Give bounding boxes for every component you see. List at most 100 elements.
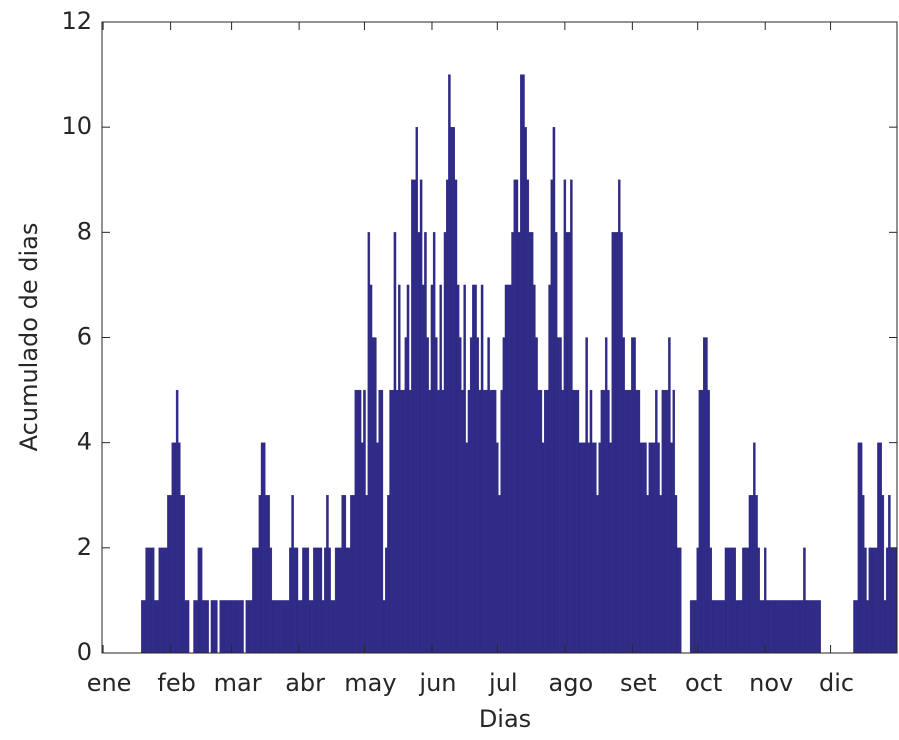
x-tick-label: ene: [87, 669, 132, 697]
bar: [750, 495, 754, 654]
bar: [413, 179, 416, 654]
x-tick-label: ago: [549, 669, 594, 697]
bar: [476, 337, 479, 654]
bar: [883, 600, 887, 654]
bar: [655, 389, 658, 654]
bar: [572, 389, 575, 654]
bar: [726, 547, 730, 654]
bar: [709, 547, 713, 654]
bar: [256, 547, 259, 654]
bar: [718, 600, 721, 654]
bar: [165, 547, 168, 654]
bar: [173, 442, 177, 654]
bar: [615, 232, 619, 654]
bar: [864, 547, 867, 654]
bar: [753, 442, 756, 654]
bar: [703, 337, 706, 654]
bar: [774, 600, 778, 654]
bar: [371, 337, 375, 654]
y-tick-label: 10: [61, 112, 92, 140]
bar: [541, 442, 545, 654]
x-tick-label: feb: [157, 669, 195, 697]
bar: [452, 127, 455, 654]
bar: [626, 389, 630, 654]
bar: [548, 284, 551, 654]
bar: [785, 600, 789, 654]
bar: [528, 232, 532, 654]
bar: [415, 127, 418, 654]
bar: [247, 600, 251, 654]
bar: [456, 284, 460, 654]
bar: [604, 337, 608, 654]
bar: [391, 389, 395, 654]
bar: [332, 600, 336, 654]
bar: [445, 179, 449, 654]
y-tick-label: 0: [77, 638, 92, 666]
bar: [607, 389, 610, 654]
bar: [552, 127, 556, 654]
x-tick-label: oct: [685, 669, 722, 697]
bar: [212, 600, 216, 654]
bar: [419, 179, 423, 654]
bar: [282, 600, 286, 654]
bar: [199, 547, 203, 654]
bar: [567, 232, 571, 654]
bar: [385, 547, 388, 654]
bar: [376, 442, 379, 654]
bar: [141, 600, 144, 654]
bar: [347, 547, 351, 654]
bar: [339, 547, 342, 654]
bar: [487, 337, 490, 654]
bar: [219, 600, 222, 654]
bar: [276, 600, 279, 654]
bar: [489, 389, 493, 654]
bar: [870, 547, 874, 654]
bar: [724, 547, 728, 654]
bar: [746, 547, 750, 654]
bar: [679, 547, 682, 654]
bar: [206, 600, 209, 654]
bar: [559, 337, 562, 654]
bar: [694, 600, 697, 654]
bar: [354, 389, 357, 654]
bar: [441, 389, 445, 654]
bar: [167, 495, 170, 654]
bar: [435, 337, 438, 654]
bar: [293, 547, 296, 654]
bar: [879, 442, 882, 654]
bar: [469, 337, 473, 654]
bar: [526, 179, 530, 654]
bar: [633, 337, 636, 654]
bar: [644, 442, 647, 654]
bar: [803, 547, 806, 654]
bar: [228, 600, 231, 654]
bar: [722, 600, 726, 654]
bar: [857, 442, 861, 654]
bar: [485, 389, 488, 654]
bar: [439, 284, 442, 654]
bar: [672, 389, 675, 654]
bar: [565, 232, 569, 654]
bar: [302, 547, 305, 654]
bar: [689, 600, 693, 654]
bar: [890, 547, 893, 654]
bar: [646, 495, 649, 654]
bar: [149, 547, 153, 654]
x-tick-label: jul: [488, 669, 518, 697]
bar: [454, 179, 458, 654]
bar: [561, 389, 564, 654]
bar: [598, 442, 601, 654]
bar: [249, 600, 253, 654]
bar: [154, 600, 157, 654]
bar: [663, 389, 667, 654]
bar: [387, 495, 390, 654]
bar: [779, 600, 782, 654]
bar: [748, 495, 752, 654]
bar: [271, 600, 275, 654]
bar: [735, 600, 739, 654]
bar: [151, 547, 155, 654]
bar: [811, 600, 815, 654]
bar: [404, 337, 408, 654]
bar: [284, 600, 288, 654]
bar: [356, 389, 360, 654]
